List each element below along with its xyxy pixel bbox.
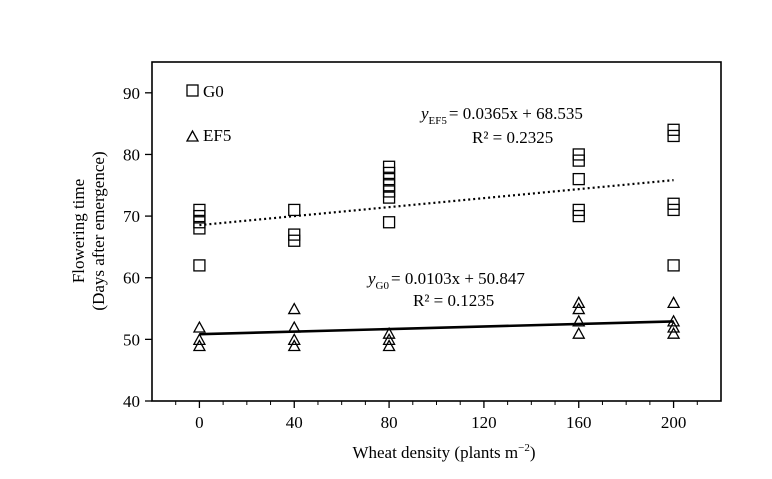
equation-ef5-rhs: = 0.0365x + 68.535 <box>449 104 583 123</box>
point-g0 <box>572 203 585 217</box>
y-tick-label: 90 <box>123 84 140 103</box>
point-ef5 <box>572 296 586 309</box>
point-g0 <box>382 172 396 186</box>
legend-g0-label: G0 <box>203 82 224 101</box>
data-markers <box>192 123 681 352</box>
point-g0 <box>193 209 206 223</box>
point-g0 <box>193 222 206 235</box>
x-tick-label: 80 <box>381 413 398 432</box>
point-ef5 <box>382 326 396 339</box>
point-g0 <box>572 209 585 223</box>
point-g0 <box>382 185 396 198</box>
x-axis-label-end: ) <box>530 443 536 462</box>
point-g0 <box>288 203 301 217</box>
point-ef5 <box>192 320 207 333</box>
svg-text:yEF5= 0.0365x + 68.535: yEF5 = 0.0365x + 68.535 <box>419 104 583 127</box>
equation-ef5-sub: EF5 <box>429 115 448 127</box>
plot-area-border <box>151 61 722 402</box>
y-tick-label: 40 <box>123 392 140 411</box>
axis-ticks: 0 40 80 120 160 200 40 50 60 70 80 90 <box>123 84 698 432</box>
y-axis-label: Flowering time (Days after emergence) <box>69 151 108 310</box>
point-g0 <box>667 129 680 143</box>
point-ef5 <box>666 326 681 339</box>
trendlines <box>199 179 674 336</box>
equation-g0-rhs: = 0.0103x + 50.847 <box>391 269 525 288</box>
point-g0 <box>667 203 680 217</box>
point-ef5 <box>382 333 396 346</box>
point-g0 <box>572 148 585 161</box>
equation-g0-var: y <box>366 269 376 288</box>
point-g0 <box>667 259 680 272</box>
x-axis-label-text: Wheat density (plants m <box>352 443 518 462</box>
equation-g0-r2: R² = 0.1235 <box>413 291 494 310</box>
point-g0 <box>382 179 396 192</box>
svg-text:yG0= 0.0103x + 50.847: yG0 = 0.0103x + 50.847 <box>366 269 525 292</box>
equation-ef5-r2: R² = 0.2325 <box>472 128 553 147</box>
point-ef5 <box>382 339 396 352</box>
point-ef5 <box>287 320 301 333</box>
point-g0 <box>572 172 585 186</box>
equation-ef5-var: y <box>419 104 429 123</box>
point-g0 <box>667 123 680 136</box>
legend-ef5-label: EF5 <box>203 126 231 145</box>
point-ef5 <box>192 333 207 346</box>
point-g0 <box>193 216 206 229</box>
point-g0 <box>193 259 206 272</box>
plot-frame <box>151 61 722 402</box>
point-ef5 <box>287 339 301 352</box>
point-ef5 <box>666 320 681 333</box>
point-ef5 <box>572 326 586 339</box>
y-tick-label: 70 <box>123 207 140 226</box>
x-axis-label-sup: −2 <box>518 442 530 454</box>
point-g0 <box>193 203 206 217</box>
x-tick-label: 160 <box>566 413 592 432</box>
point-g0 <box>288 234 301 247</box>
trendline-g0 <box>199 179 674 227</box>
legend: G0 EF5 <box>185 82 231 145</box>
equation-g0-sub: G0 <box>376 280 390 292</box>
point-ef5 <box>287 302 301 315</box>
equation-ef5: yEF5 = 0.0365x + 68.535 R² = 0.2325 <box>419 104 583 147</box>
point-g0 <box>382 160 396 173</box>
point-ef5 <box>572 302 586 315</box>
y-tick-label: 80 <box>123 145 140 164</box>
legend-g0-marker <box>186 84 199 97</box>
equation-g0: yG0 = 0.0103x + 50.847 R² = 0.1235 <box>366 269 525 310</box>
point-ef5 <box>666 314 681 327</box>
point-g0 <box>572 154 585 167</box>
point-ef5 <box>572 314 586 327</box>
point-g0 <box>382 191 396 204</box>
y-axis-label-line2: (Days after emergence) <box>89 151 108 310</box>
y-axis-label-line1: Flowering time <box>69 179 88 283</box>
point-ef5 <box>287 333 301 346</box>
x-tick-label: 40 <box>286 413 303 432</box>
x-tick-label: 120 <box>471 413 497 432</box>
point-g0 <box>667 197 680 210</box>
x-tick-label: 200 <box>661 413 687 432</box>
point-g0 <box>288 228 301 241</box>
legend-ef5-marker <box>185 129 200 142</box>
point-g0 <box>382 166 396 180</box>
y-tick-label: 60 <box>123 269 140 288</box>
point-ef5 <box>192 339 207 352</box>
x-tick-label: 0 <box>195 413 204 432</box>
trendline-ef5 <box>199 320 674 336</box>
y-tick-label: 50 <box>123 330 140 349</box>
point-g0 <box>382 216 396 229</box>
point-ef5 <box>666 296 681 309</box>
x-axis-label: Wheat density (plants m−2) <box>352 442 535 462</box>
